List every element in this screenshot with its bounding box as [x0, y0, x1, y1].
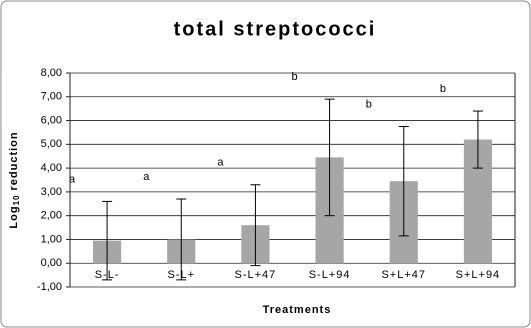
y-axis-label: Log10 reduction: [8, 131, 21, 228]
y-label-sub: 10: [12, 195, 21, 206]
y-tick-label: 6,00: [41, 114, 62, 126]
y-tick-label: -1,00: [37, 281, 62, 293]
y-tick-label: 0,00: [41, 257, 62, 269]
y-tick-label: 4,00: [41, 162, 62, 174]
x-tick-label: S-L+94: [309, 269, 351, 281]
x-tick-label: S-L+: [167, 269, 195, 281]
y-tick-label: 2,00: [41, 210, 62, 222]
x-tick-label: S+L+47: [381, 269, 426, 281]
x-tick-label: S+L+94: [456, 269, 501, 281]
y-tick-label: 7,00: [41, 91, 62, 103]
significance-letter: a: [69, 173, 76, 185]
significance-letter: b: [440, 83, 446, 95]
y-tick-label: 3,00: [41, 186, 62, 198]
y-label-part: Log: [8, 205, 20, 228]
x-tick-label: S-L-: [95, 269, 120, 281]
y-tick-label: 5,00: [41, 138, 62, 150]
y-label-part: reduction: [8, 131, 20, 190]
x-tick-label: S-L+47: [235, 269, 277, 281]
y-tick-label: 1,00: [41, 233, 62, 245]
y-tick-label: 8,00: [41, 67, 62, 79]
significance-letter: a: [143, 171, 150, 183]
significance-letter: a: [217, 157, 224, 169]
significance-letter: b: [366, 98, 372, 110]
chart-title: total streptococci: [174, 18, 377, 40]
x-axis-label: Treatments: [263, 304, 332, 316]
significance-letter: b: [292, 71, 298, 83]
